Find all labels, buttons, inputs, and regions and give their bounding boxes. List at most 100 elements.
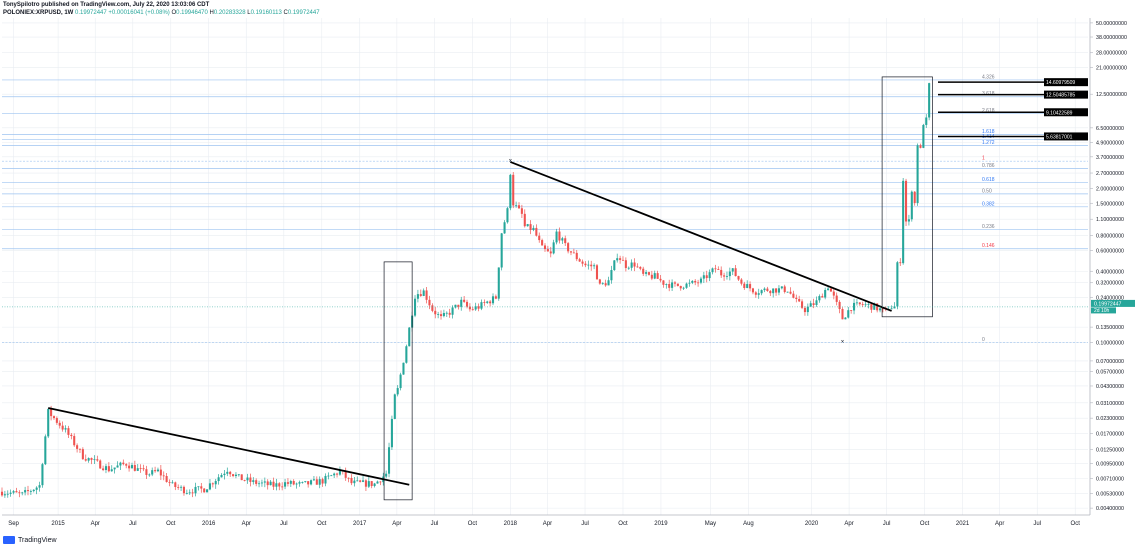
x-tick-label: 2021 [956, 521, 970, 527]
candle-body [107, 466, 110, 472]
candle-body [350, 477, 353, 484]
candle-body [361, 480, 365, 482]
candle-body [668, 284, 671, 288]
footer: TradingView [3, 536, 57, 544]
candle-body [720, 269, 723, 276]
fib-level-label: 0 [982, 337, 985, 343]
candle-body [312, 479, 315, 481]
candle-body [723, 275, 726, 277]
candle-body [468, 306, 471, 310]
candle-body [422, 290, 425, 296]
candle-body [96, 459, 99, 461]
candle-body [457, 304, 460, 307]
candle-body [639, 266, 642, 269]
candle-body [321, 479, 324, 484]
candle-body [295, 483, 298, 485]
x-tick-label: 2017 [353, 521, 367, 527]
y-tick-label: 2.00000000 [1096, 186, 1124, 192]
candle-body [465, 301, 469, 307]
low-value: 0.19160113 [250, 10, 282, 16]
y-tick-label: 0.00950000 [1096, 462, 1124, 468]
candle-body [76, 445, 79, 449]
last-price-tag-text: 0.19972447 [1094, 301, 1122, 307]
candle-body [203, 488, 206, 493]
candle-body [489, 301, 492, 304]
y-tick-label: 0.04300000 [1096, 384, 1124, 390]
x-tick-label: Apr [543, 521, 552, 527]
candle-body [786, 291, 789, 293]
candle-body [555, 231, 558, 243]
candle-body [78, 448, 82, 450]
candle-body [113, 467, 116, 470]
candle-body [471, 309, 474, 311]
candle-body [307, 481, 310, 485]
footer-brand[interactable]: TradingView [18, 536, 57, 544]
candle-body [125, 464, 128, 466]
candle-body [480, 302, 483, 309]
candle-body [769, 290, 772, 294]
candle-body [9, 492, 12, 494]
fib-level-label: 0.50 [982, 188, 992, 194]
candle-body [653, 273, 656, 279]
candle-body [486, 301, 489, 303]
candle-body [284, 482, 287, 487]
candle-body [148, 474, 151, 476]
candle-body [165, 476, 168, 483]
candle-body [90, 458, 93, 460]
candle-body [500, 233, 503, 268]
candle-body [590, 264, 593, 267]
candle-body [385, 473, 388, 477]
candle-body [232, 474, 235, 477]
candle-body [249, 477, 252, 482]
candle-body [922, 124, 925, 148]
candle-body [3, 494, 6, 496]
candle-body [402, 362, 405, 375]
candle-body [538, 235, 541, 241]
candle-body [789, 291, 792, 294]
candle-body [702, 275, 705, 279]
candle-body [50, 408, 53, 417]
candle-body [792, 293, 795, 298]
candle-body [12, 491, 15, 493]
candle-body [835, 295, 838, 302]
x-tick-label: Oct [166, 521, 176, 527]
candle-body [234, 474, 237, 477]
candle-body [682, 287, 685, 289]
candle-body [734, 268, 737, 277]
y-tick-label: 0.24000000 [1096, 296, 1124, 302]
candle-body [913, 191, 916, 203]
candle-body [70, 434, 73, 437]
candle-body [318, 479, 321, 485]
candle-body [873, 303, 876, 310]
candle-body [526, 224, 529, 227]
candle-body [370, 481, 373, 487]
candle-body [32, 489, 35, 492]
candle-body [520, 208, 523, 214]
x-tick-label: Apr [91, 521, 100, 527]
fib-level-label: 4.326 [982, 74, 995, 80]
candle-body [151, 470, 154, 475]
open-value: 0.19946470 [176, 10, 208, 16]
candle-body [260, 482, 263, 484]
candle-body [252, 480, 255, 482]
x-tick-label: Jul [129, 521, 137, 527]
candle-body [298, 482, 301, 484]
candle-body [197, 486, 200, 488]
candle-body [408, 327, 411, 347]
candle-body [546, 249, 549, 252]
candle-body [925, 117, 928, 125]
x-tick-label: Aug [743, 521, 754, 527]
candle-body [864, 304, 867, 306]
candle-body [694, 280, 697, 283]
countdown-tag-text: 2d 10h [1094, 308, 1110, 314]
x-tick-label: Jul [1033, 521, 1041, 527]
candle-body [564, 238, 567, 244]
x-tick-label: 2015 [51, 521, 65, 527]
candle-body [171, 482, 174, 484]
close-label: C [283, 10, 288, 16]
candle-body [910, 191, 913, 220]
fib-level-label: 1 [982, 156, 985, 162]
candle-body [396, 388, 399, 395]
candle-body [188, 492, 191, 494]
